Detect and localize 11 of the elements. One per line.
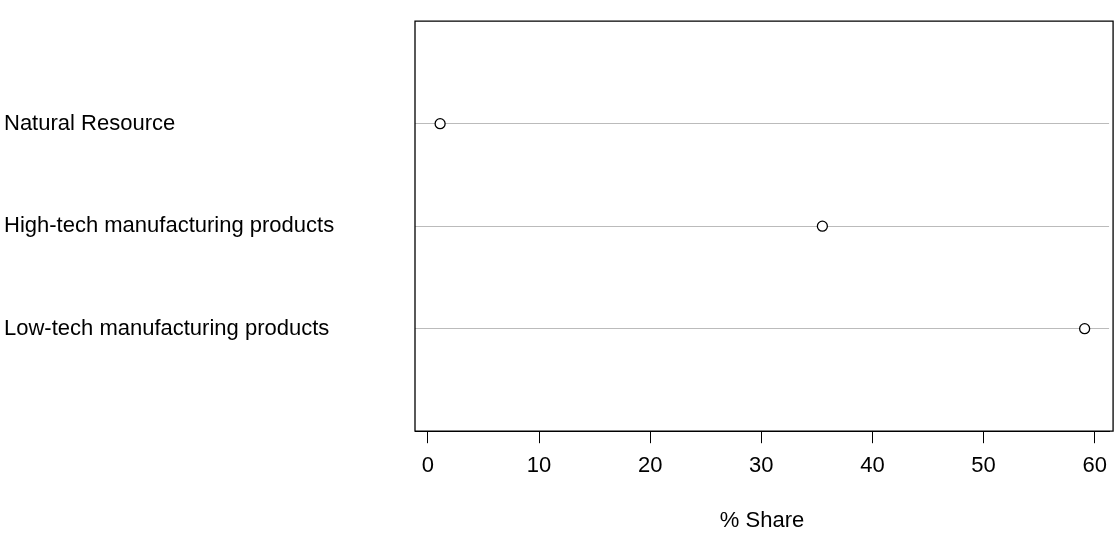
x-tick-label: 10: [526, 452, 552, 478]
x-tick-label: 20: [637, 452, 663, 478]
x-tick-label: 60: [1082, 452, 1107, 478]
y-tick-label: Natural Resource: [4, 109, 176, 135]
y-tick-label: Low-tech manufacturing products: [4, 314, 330, 340]
x-axis-title: % Share: [719, 506, 805, 532]
x-tick-label: 50: [971, 452, 996, 478]
x-tick-label: 40: [860, 452, 885, 478]
x-tick-label: 30: [749, 452, 774, 478]
x-tick-label: 0: [421, 452, 435, 478]
y-tick-label: High-tech manufacturing products: [4, 212, 335, 238]
